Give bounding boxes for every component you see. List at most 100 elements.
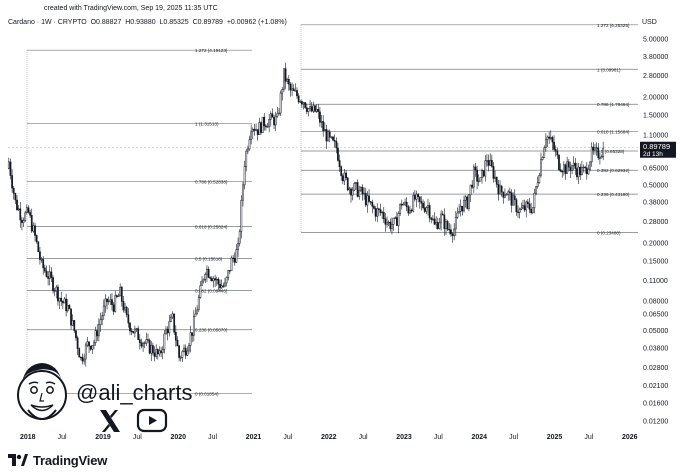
candle [423, 201, 426, 214]
candle [584, 165, 587, 174]
candle [317, 104, 320, 119]
candle [595, 142, 598, 156]
candle [563, 161, 565, 176]
candle [260, 121, 262, 136]
candle [255, 123, 257, 132]
candle [150, 341, 153, 362]
candle [590, 142, 593, 167]
candle [37, 241, 40, 253]
candle [156, 348, 159, 360]
candle [400, 199, 403, 210]
candle [89, 345, 92, 351]
candle [494, 170, 496, 183]
candle [55, 285, 58, 299]
candle [371, 199, 374, 214]
candle [414, 190, 416, 202]
price-tick-label: 0.06500 [643, 312, 668, 319]
candle [63, 296, 66, 304]
candle [178, 344, 180, 362]
price-tick-label: 0.01600 [643, 400, 668, 407]
candle [61, 300, 64, 310]
candle [433, 212, 436, 225]
candle [523, 199, 526, 213]
candle [212, 276, 215, 288]
candle [435, 216, 438, 229]
candle [343, 168, 346, 185]
candle [453, 223, 456, 241]
symbol-title: Cardano · 1W · CRYPTO [8, 19, 87, 26]
candle [581, 160, 583, 176]
candle [217, 277, 220, 291]
candle [538, 172, 541, 184]
candle [397, 211, 400, 234]
candle [96, 324, 99, 342]
candle [373, 204, 375, 210]
candle [93, 339, 95, 350]
candle [345, 170, 347, 181]
candle [17, 205, 20, 212]
candle [481, 168, 483, 184]
ohlc-low: L0.85325 [159, 19, 189, 26]
candle [477, 174, 480, 186]
candle [399, 203, 402, 216]
candle [391, 217, 393, 235]
fib-level-label: 0.382 (0.62932) [597, 168, 630, 173]
candle [127, 308, 130, 328]
candle [545, 133, 547, 152]
candle [301, 99, 303, 108]
candle [34, 222, 36, 242]
candle [561, 169, 564, 178]
candle [386, 216, 388, 228]
candle [504, 188, 506, 199]
candle [549, 130, 552, 141]
candle [567, 158, 570, 172]
candle [114, 290, 117, 313]
candle [281, 87, 284, 101]
candle [526, 198, 529, 209]
candle [271, 108, 274, 118]
candle [454, 210, 457, 237]
candle [291, 82, 293, 97]
candle [328, 129, 331, 143]
price-tick-label: 2.80000 [643, 73, 668, 80]
candle [120, 285, 123, 307]
candle [548, 131, 551, 144]
candle [292, 84, 295, 92]
candle [348, 186, 351, 195]
candle [346, 176, 349, 192]
candle [309, 99, 311, 112]
candle [16, 195, 18, 211]
candle [289, 81, 292, 97]
candle [168, 314, 171, 337]
candle [323, 122, 326, 132]
candle [220, 279, 223, 289]
candle [202, 278, 205, 284]
candle [392, 217, 395, 231]
candle [314, 105, 316, 113]
youtube-icon [136, 408, 168, 433]
candle [242, 182, 244, 207]
candle [25, 204, 28, 215]
candle [256, 129, 259, 141]
candle [57, 284, 59, 306]
price-tick-label: 0.01200 [643, 419, 668, 426]
candle [73, 320, 76, 333]
candle [147, 333, 149, 344]
price-tick-label: 0.02100 [643, 383, 668, 390]
candle [377, 207, 380, 217]
tradingview-logo[interactable]: TradingView [8, 451, 107, 469]
candle [78, 347, 81, 358]
candle [500, 184, 503, 197]
candle [553, 135, 555, 152]
candle [237, 237, 239, 258]
candle [245, 148, 248, 172]
candle [520, 202, 523, 211]
time-tick-label: Jul [133, 434, 142, 441]
fib-level-label: 0.5 (0.15618) [195, 256, 223, 261]
candle [507, 189, 510, 201]
candle [353, 181, 356, 192]
candle [409, 205, 411, 215]
candle [265, 123, 267, 131]
candle [315, 104, 318, 113]
candle [564, 163, 567, 180]
